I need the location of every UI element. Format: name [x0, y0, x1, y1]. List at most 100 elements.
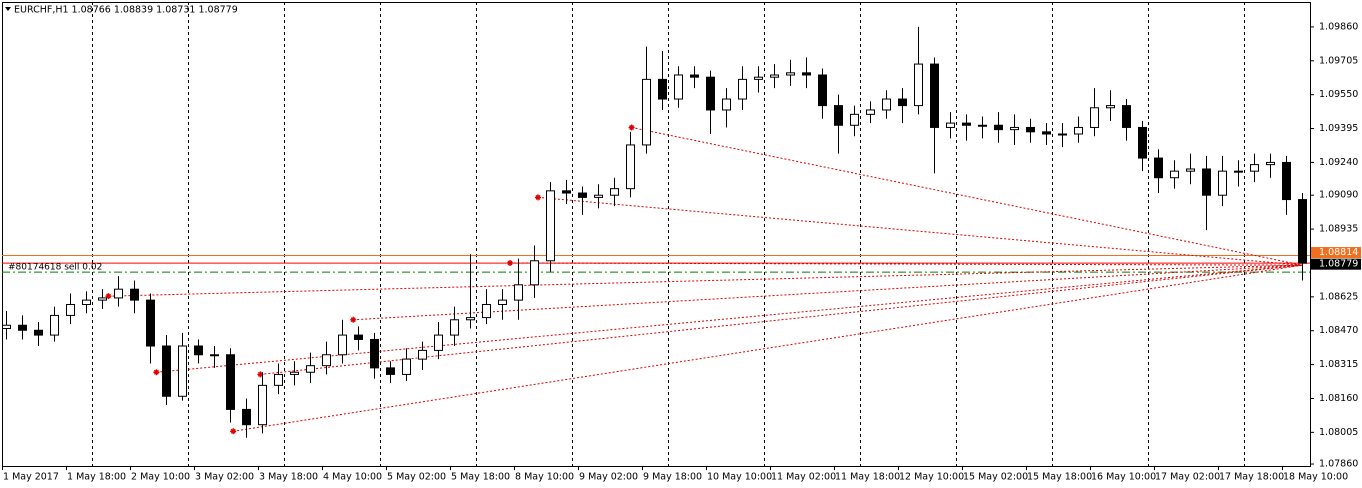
candle-body [370, 338, 379, 369]
trade-entry [507, 259, 513, 266]
x-tick-label: 17 May 18:00 [1219, 472, 1284, 483]
trade-line [108, 264, 1303, 297]
candle-body [226, 354, 235, 410]
y-tick-label: 1.08005 [1319, 427, 1358, 438]
y-tick-label: 1.09705 [1319, 55, 1358, 66]
candle-body [194, 345, 203, 356]
trade-line [509, 262, 1303, 266]
x-tick-label: 8 May 10:00 [515, 472, 574, 483]
candle-body [82, 299, 91, 305]
candle-body [1026, 126, 1035, 133]
candle-body [802, 72, 811, 76]
candle-body [146, 299, 155, 347]
candle-body [530, 260, 539, 286]
candle-body [1138, 126, 1147, 159]
candle-body [1202, 168, 1211, 196]
candle-body [338, 334, 347, 356]
candle-body [162, 345, 171, 397]
trade-entry [628, 124, 635, 131]
candle-body [626, 144, 635, 190]
trade-entry [153, 369, 160, 376]
candle-body [1010, 126, 1019, 131]
candle-body [354, 334, 363, 340]
candle-body [210, 354, 219, 357]
candle-body [770, 74, 779, 78]
candle-body [1122, 105, 1131, 128]
candle-body [34, 329, 43, 336]
trade-line [260, 264, 1303, 375]
candle-body [1042, 131, 1051, 135]
candle-body [50, 314, 59, 336]
candle-body [1170, 170, 1179, 179]
candle-body [2, 324, 11, 330]
candle-body [658, 78, 667, 100]
candle-body [1282, 161, 1291, 201]
x-tick-label: 15 May 18:00 [1027, 472, 1092, 483]
candle-body [434, 334, 443, 351]
x-tick-label: 15 May 02:00 [963, 472, 1028, 483]
candle-body [898, 98, 907, 107]
candle-body [1298, 199, 1307, 264]
y-tick-label: 1.08160 [1319, 393, 1358, 404]
candle-body [258, 384, 267, 426]
x-tick-label: 16 May 10:00 [1091, 472, 1156, 483]
y-tick-label: 1.09240 [1319, 157, 1358, 168]
candle-body [850, 113, 859, 126]
candle-body [642, 78, 651, 146]
candle-body [66, 303, 75, 316]
candle-body [706, 76, 715, 111]
x-tick-label: 3 May 02:00 [195, 472, 254, 483]
candle-body [594, 194, 603, 198]
candle-body [882, 98, 891, 111]
candle-body [466, 317, 475, 321]
candle-body [578, 192, 587, 198]
y-tick-label: 1.08625 [1319, 291, 1358, 302]
bid-box [1311, 258, 1361, 270]
candle-body [866, 109, 875, 115]
candle-body [562, 190, 571, 194]
y-tick-label: 1.09395 [1319, 123, 1358, 134]
ask-label: 1.08814 [1319, 247, 1358, 258]
candle-body [1154, 157, 1163, 179]
x-tick-label: 1 May 2017 [3, 472, 59, 483]
trade-entry [350, 316, 357, 323]
x-tick-label: 5 May 18:00 [451, 472, 510, 483]
candle-body [18, 324, 27, 331]
candle-body [1266, 161, 1275, 166]
order-label: #80174618 sell 0.02 [8, 263, 102, 273]
candle-body [98, 297, 107, 301]
candle-body [402, 358, 411, 375]
y-tick-label: 1.08935 [1319, 224, 1358, 235]
trade-entry [257, 371, 264, 378]
y-tick-label: 1.08470 [1319, 325, 1358, 336]
y-tick-label: 1.08315 [1319, 359, 1358, 370]
candle-body [1090, 107, 1099, 128]
trade-entry [105, 293, 112, 300]
x-tick-label: 10 May 10:00 [707, 472, 772, 483]
candle-body [610, 188, 619, 196]
x-tick-label: 9 May 18:00 [643, 472, 702, 483]
candle-body [818, 74, 827, 107]
x-tick-label: 2 May 10:00 [131, 472, 190, 483]
candle-body [290, 371, 299, 375]
candle-body [834, 105, 843, 126]
title-arrow [5, 7, 11, 11]
candle-body [130, 288, 139, 301]
candle-body [274, 373, 283, 386]
trade-entry [535, 194, 541, 201]
candle-body [738, 78, 747, 100]
candle-body [514, 284, 523, 301]
plot-frame [2, 2, 1311, 467]
x-tick-label: 3 May 18:00 [259, 472, 318, 483]
x-tick-label: 12 May 10:00 [899, 472, 964, 483]
candle-body [498, 299, 507, 305]
trade-entry [230, 428, 237, 435]
candle-body [978, 124, 987, 127]
x-tick-label: 18 May 10:00 [1283, 472, 1348, 483]
ask-box [1311, 247, 1361, 259]
candle-body [1218, 170, 1227, 196]
candle-body [786, 72, 795, 76]
candle-body [962, 122, 971, 126]
candle-body [242, 408, 251, 426]
